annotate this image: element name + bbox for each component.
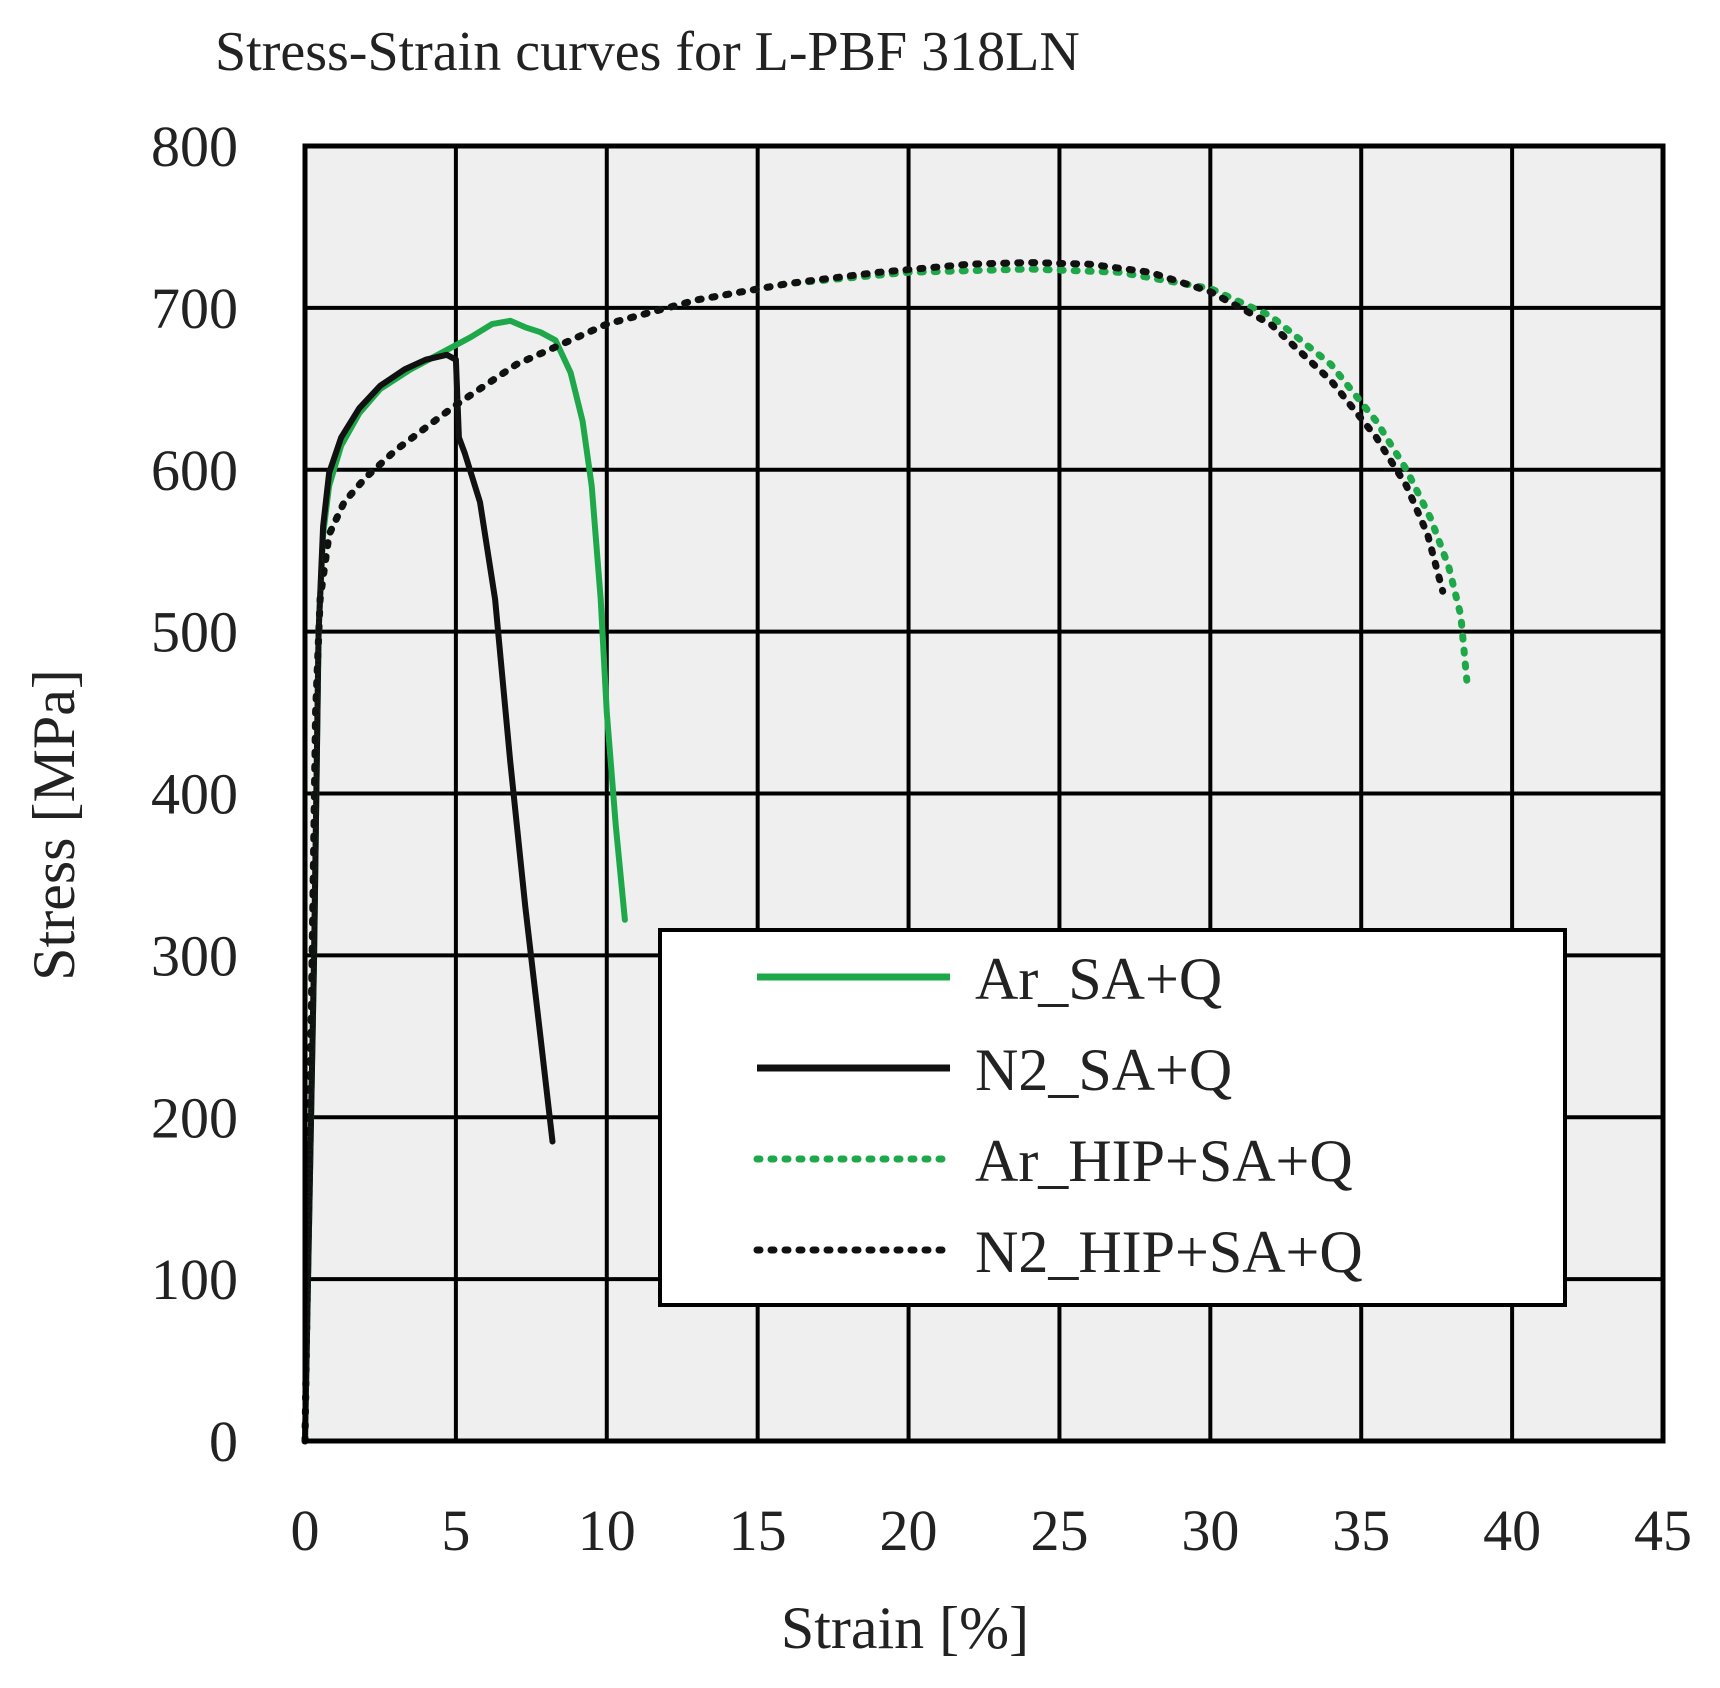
x-tick-label: 15 bbox=[729, 1498, 787, 1563]
x-tick-label: 5 bbox=[441, 1498, 470, 1563]
series-layer bbox=[301, 259, 1471, 1445]
y-tick-label: 400 bbox=[151, 762, 238, 827]
legend-label: Ar_HIP+SA+Q bbox=[975, 1128, 1353, 1194]
y-tick-label: 700 bbox=[151, 276, 238, 341]
y-tick-label: 600 bbox=[151, 438, 238, 503]
x-tick-label: 30 bbox=[1181, 1498, 1239, 1563]
y-tick-labels: 0 100 200 300 400 500 600 700 800 bbox=[151, 114, 238, 1474]
x-tick-label: 10 bbox=[578, 1498, 636, 1563]
legend-label: Ar_SA+Q bbox=[975, 946, 1222, 1012]
plot-border bbox=[302, 143, 1666, 1444]
x-tick-labels: 0 5 10 15 20 25 30 35 40 45 bbox=[291, 1498, 1693, 1563]
x-tick-label: 45 bbox=[1634, 1498, 1692, 1563]
y-tick-label: 100 bbox=[151, 1247, 238, 1312]
x-tick-label: 40 bbox=[1483, 1498, 1541, 1563]
x-tick-label: 20 bbox=[880, 1498, 938, 1563]
x-tick-label: 35 bbox=[1332, 1498, 1390, 1563]
x-axis-label: Strain [%] bbox=[781, 1595, 1029, 1661]
y-axis-label: Stress [MPa] bbox=[21, 669, 87, 981]
y-tick-label: 800 bbox=[151, 114, 238, 179]
x-tick-label: 25 bbox=[1030, 1498, 1088, 1563]
series-line-n2-sa-q bbox=[302, 351, 556, 1444]
legend-label: N2_HIP+SA+Q bbox=[975, 1219, 1363, 1285]
chart-title: Stress-Strain curves for L-PBF 318LN bbox=[215, 21, 1080, 83]
legend: Ar_SA+Q N2_SA+Q Ar_HIP+SA+Q N2_HIP+SA+Q bbox=[658, 928, 1567, 1307]
y-tick-label: 0 bbox=[209, 1409, 238, 1474]
y-tick-label: 200 bbox=[151, 1085, 238, 1150]
legend-label: N2_SA+Q bbox=[975, 1037, 1232, 1103]
y-tick-label: 500 bbox=[151, 600, 238, 665]
x-tick-label: 0 bbox=[291, 1498, 320, 1563]
legend-box bbox=[658, 928, 1567, 1307]
y-tick-label: 300 bbox=[151, 923, 238, 988]
series-line-n2-hip-sa-q bbox=[301, 259, 1447, 1445]
